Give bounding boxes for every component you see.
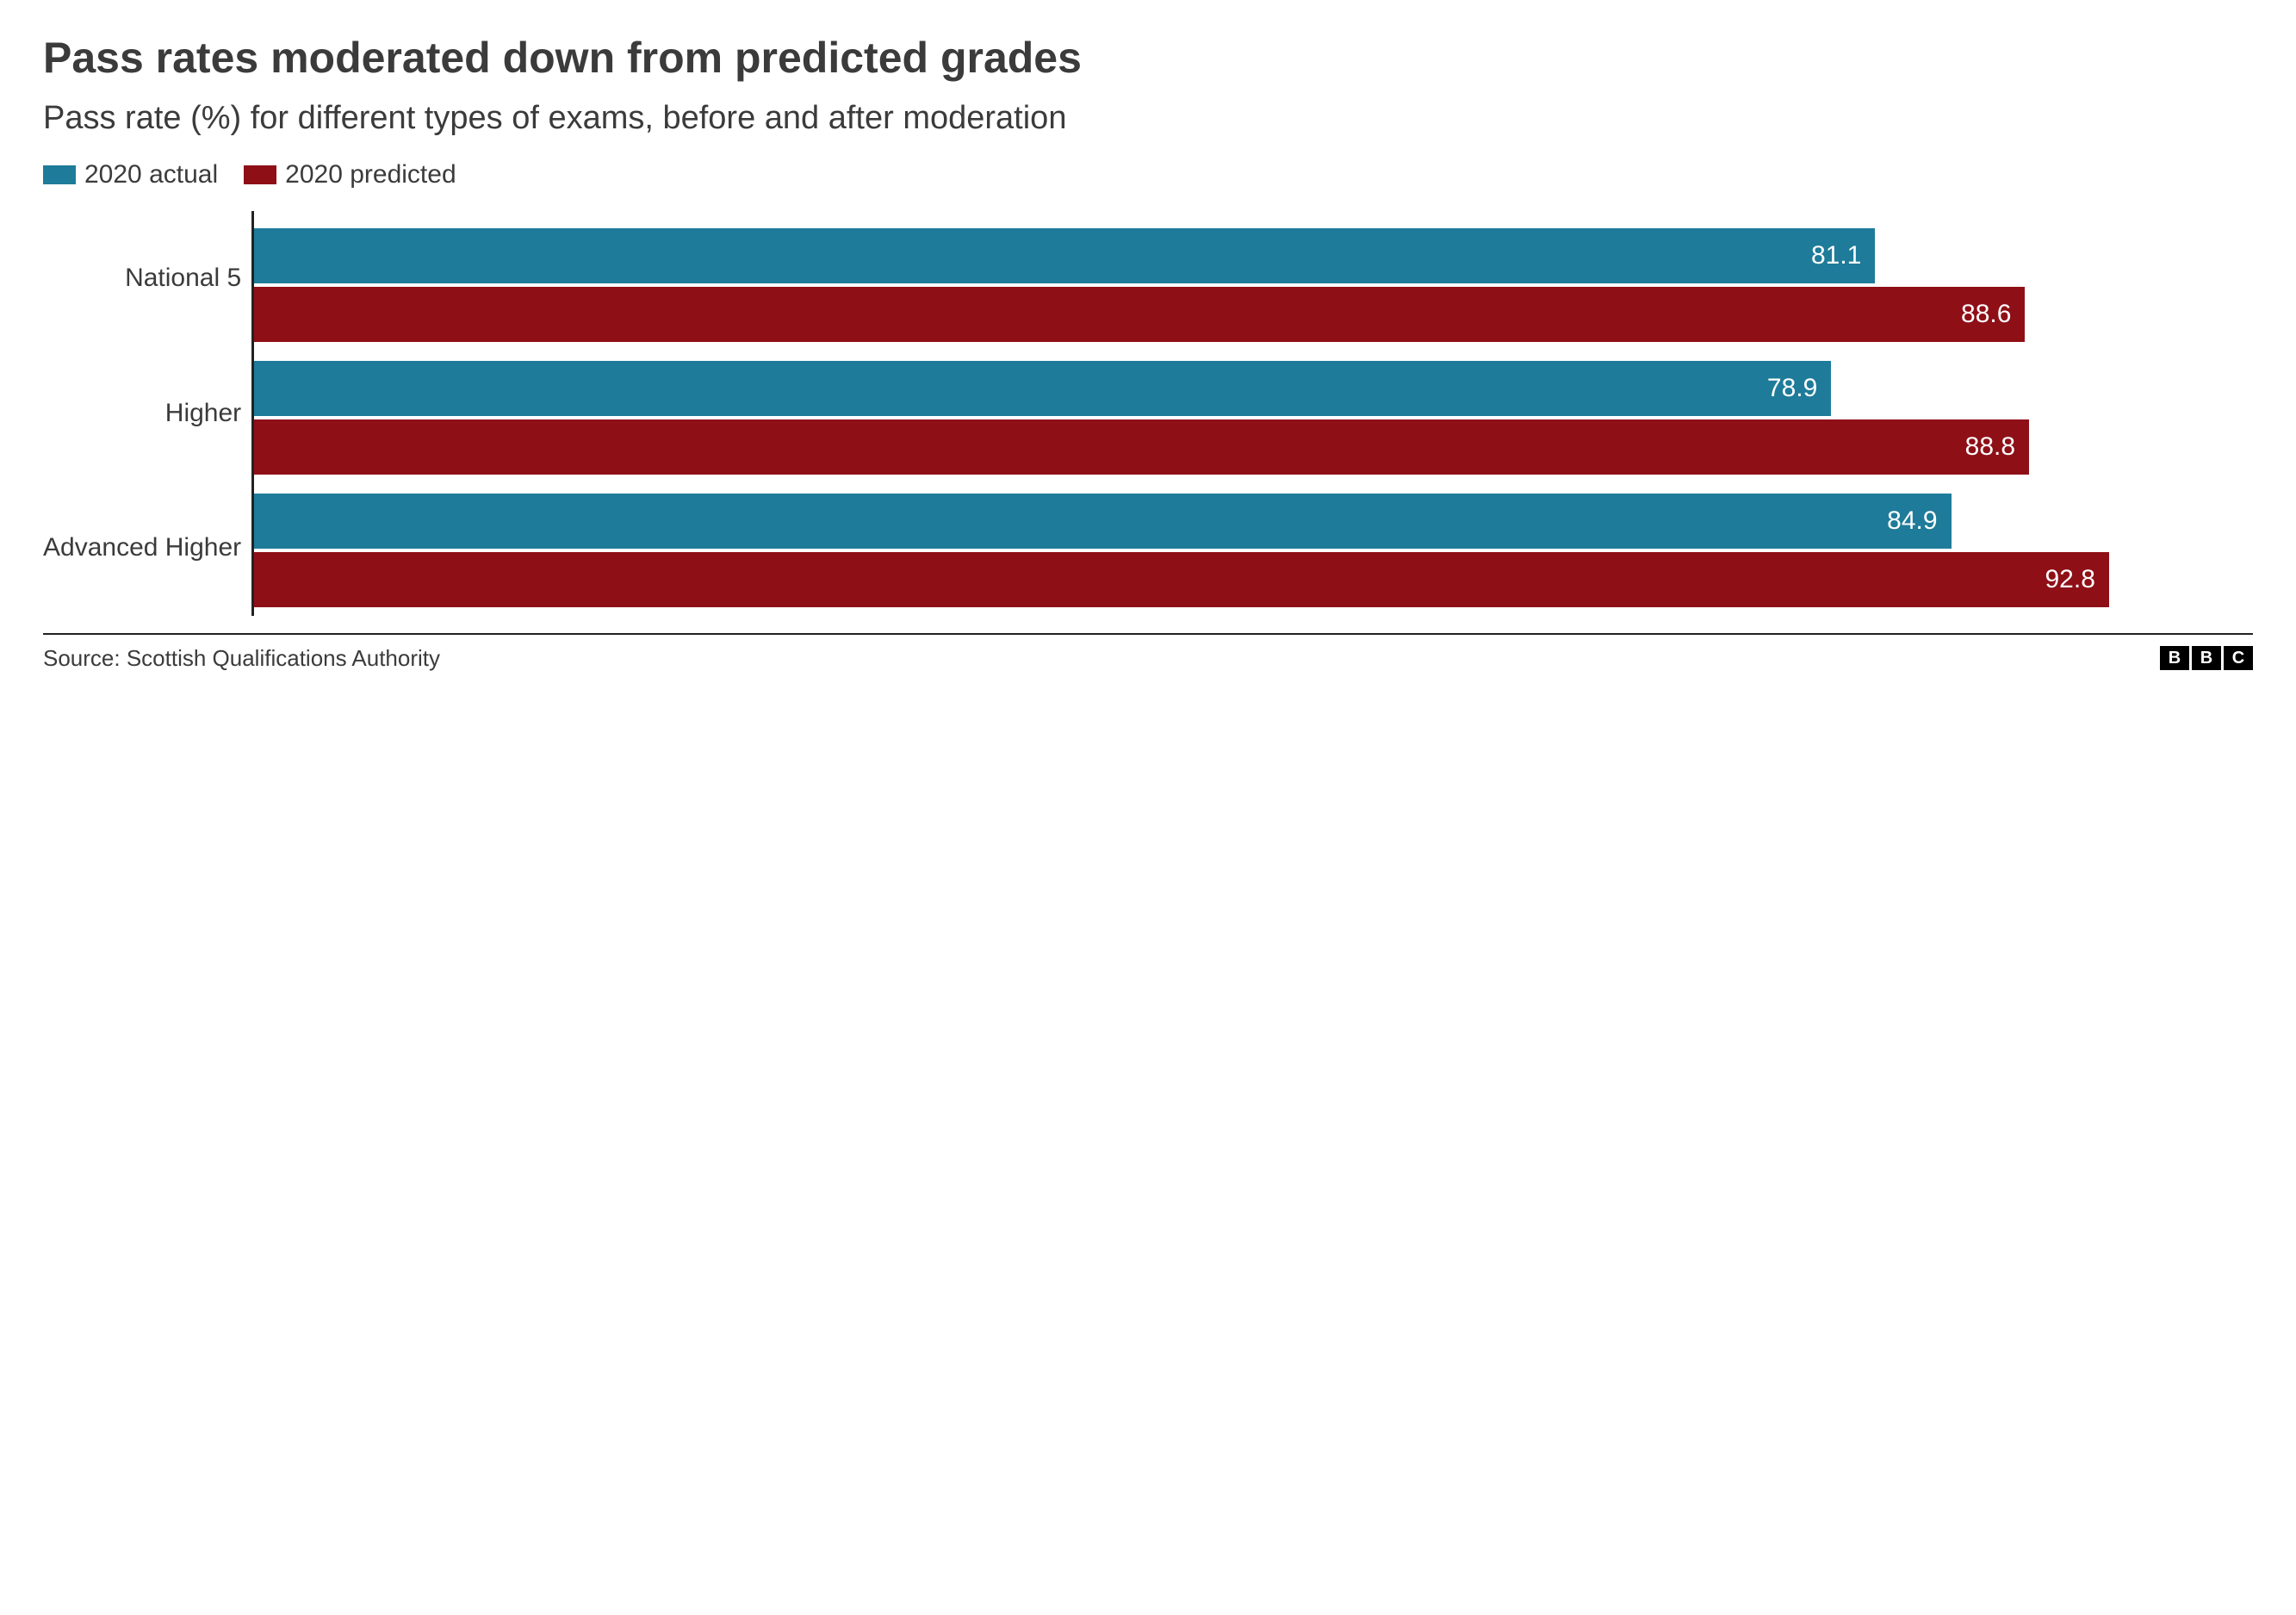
chart-title: Pass rates moderated down from predicted…	[43, 34, 2253, 82]
bar-chart: National 5 Higher Advanced Higher 81.1 8…	[43, 211, 2253, 616]
legend: 2020 actual 2020 predicted	[43, 160, 2253, 189]
legend-label: 2020 actual	[84, 160, 218, 189]
bar-actual: 81.1	[254, 228, 1875, 283]
legend-item: 2020 actual	[43, 160, 218, 189]
logo-letter: C	[2224, 646, 2253, 670]
legend-swatch	[244, 165, 276, 184]
category-label: Advanced Higher	[43, 481, 241, 615]
bar-group: 81.1 88.6	[254, 228, 2253, 342]
y-axis-labels: National 5 Higher Advanced Higher	[43, 211, 251, 616]
bar-predicted: 88.8	[254, 419, 2029, 475]
legend-swatch	[43, 165, 76, 184]
category-label: National 5	[125, 211, 241, 345]
bar-predicted: 88.6	[254, 287, 2025, 342]
legend-label: 2020 predicted	[285, 160, 456, 189]
legend-item: 2020 predicted	[244, 160, 456, 189]
logo-letter: B	[2160, 646, 2189, 670]
bar-actual: 84.9	[254, 494, 1951, 549]
source-text: Source: Scottish Qualifications Authorit…	[43, 645, 440, 672]
bar-predicted: 92.8	[254, 552, 2109, 607]
bbc-logo: B B C	[2160, 646, 2253, 670]
bar-actual: 78.9	[254, 361, 1831, 416]
bar-group: 84.9 92.8	[254, 494, 2253, 607]
chart-subtitle: Pass rate (%) for different types of exa…	[43, 99, 2253, 139]
bar-group: 78.9 88.8	[254, 361, 2253, 475]
chart-footer: Source: Scottish Qualifications Authorit…	[43, 633, 2253, 672]
category-label: Higher	[165, 346, 241, 480]
logo-letter: B	[2192, 646, 2221, 670]
plot-area: 81.1 88.6 78.9 88.8 84.9 92.8	[251, 211, 2253, 616]
